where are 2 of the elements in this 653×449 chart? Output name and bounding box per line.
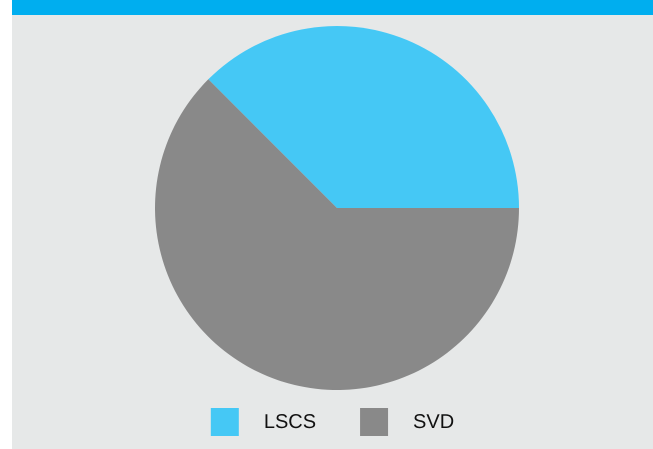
legend-label: SVD (413, 411, 454, 433)
legend-label: LSCS (264, 411, 316, 433)
